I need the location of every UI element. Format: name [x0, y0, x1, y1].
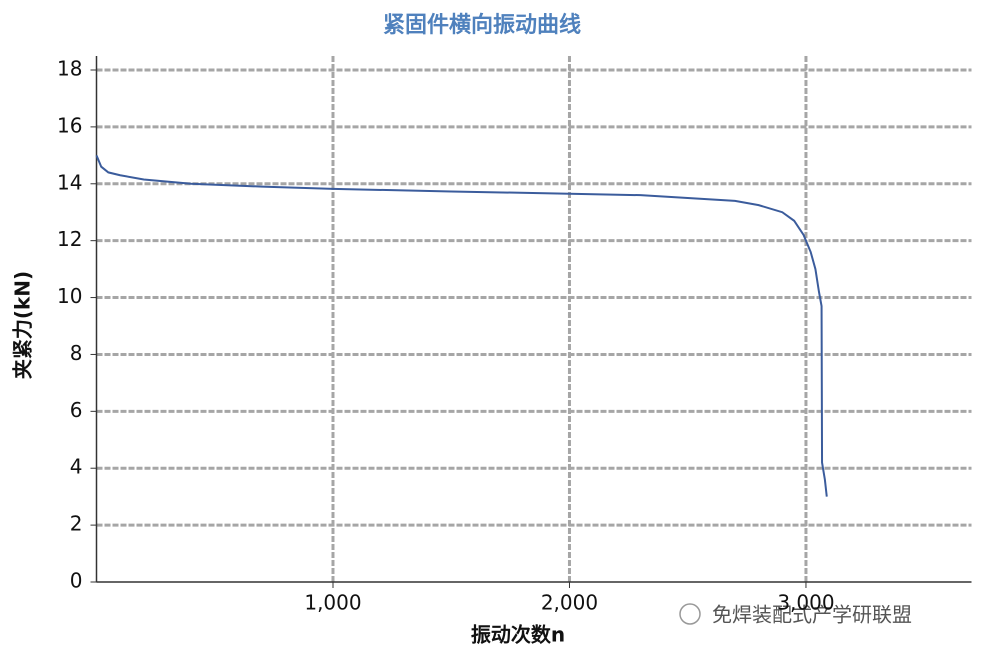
- y-tick-label: 12: [57, 227, 82, 251]
- y-tick-label: 18: [57, 57, 82, 81]
- y-tick-label: 10: [57, 284, 82, 308]
- y-tick-label: 14: [57, 170, 82, 194]
- data-line: [95, 154, 828, 497]
- x-axis-label: 振动次数n: [471, 623, 565, 647]
- y-tick-label: 16: [57, 113, 82, 137]
- y-tick-label: 6: [70, 398, 83, 422]
- y-axis-label: 夹紧力(kN): [11, 271, 35, 379]
- y-tick-label: 2: [70, 512, 83, 536]
- y-tick-label: 0: [70, 569, 83, 593]
- x-tick-label: 3,000: [777, 591, 834, 615]
- x-tick-label: 1,000: [304, 591, 361, 615]
- y-tick-label: 8: [70, 341, 83, 365]
- watermark: 免焊装配式产学研联盟: [679, 603, 912, 627]
- y-tick-label: 4: [70, 455, 83, 479]
- chart-title: 紧固件横向振动曲线: [383, 12, 581, 38]
- watermark-icon: [679, 603, 701, 625]
- x-tick-label: 2,000: [541, 591, 598, 615]
- watermark-text: 免焊装配式产学研联盟: [712, 603, 912, 627]
